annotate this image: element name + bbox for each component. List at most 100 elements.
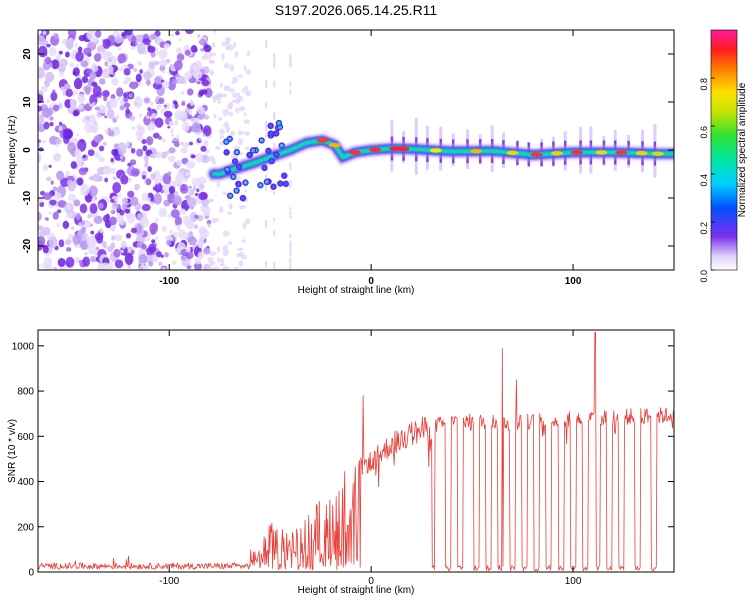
spectrogram-noise-blob <box>74 256 80 263</box>
spectrogram-noise-blob <box>40 86 48 93</box>
spectrogram-noise-blob <box>121 197 129 204</box>
spectrogram-noise-blob <box>222 244 229 252</box>
spectrogram-blob-core <box>268 124 273 128</box>
spectrogram-streak <box>265 80 268 89</box>
spectrogram-noise-blob <box>107 129 115 137</box>
spectrogram-noise-blob <box>111 77 119 86</box>
spectrogram-noise-blob <box>209 251 217 257</box>
spectrogram-noise-blob <box>38 105 43 112</box>
spectrogram-noise-blob <box>133 96 143 109</box>
spectrogram-noise-blob <box>176 159 183 166</box>
spectrogram-noise-blob <box>97 105 107 114</box>
spectrogram-noise-blob <box>211 41 216 49</box>
spectrogram-noise-blob <box>141 192 149 202</box>
spectrogram-xtick-label: 100 <box>565 276 582 287</box>
spectrogram-noise-blob <box>90 122 99 134</box>
spectrogram-blob-core <box>247 153 252 157</box>
spectrogram-streak <box>289 233 292 238</box>
spectrogram-noise-blob <box>49 116 54 121</box>
spectrogram-noise-blob <box>130 250 135 255</box>
spectrogram-noise-blob <box>65 88 73 98</box>
spectrogram-noise-blob <box>43 121 50 130</box>
spectrogram-noise-blob <box>67 193 76 202</box>
spectrogram-noise-blob <box>144 163 149 168</box>
spectrogram-noise-blob <box>81 76 89 84</box>
spectrogram-noise-blob <box>201 55 207 61</box>
spectrogram-noise-blob <box>56 209 62 214</box>
spectrogram-noise-blob <box>38 67 45 79</box>
spectrogram-noise-blob <box>142 175 146 180</box>
spectrogram-noise-blob <box>110 157 115 163</box>
spectrogram-noise-blob <box>147 107 152 112</box>
colorbar-gradient <box>710 29 738 271</box>
spectrogram-noise-blob <box>201 79 210 87</box>
spectrogram-noise-blob <box>56 222 61 227</box>
spectrogram-noise-blob <box>93 53 102 62</box>
spectrogram-noise-blob <box>138 113 143 118</box>
spectrogram-noise-blob <box>170 33 174 37</box>
spectrogram-noise-blob <box>154 236 159 241</box>
spectrogram-noise-blob <box>116 87 124 98</box>
spectrogram-blob-core <box>243 180 248 185</box>
spectrogram-noise-blob <box>128 142 133 147</box>
spectrogram-noise-blob <box>241 239 246 244</box>
spectrogram-streak <box>273 53 276 59</box>
spectrogram-noise-blob <box>174 216 183 226</box>
spectrogram-noise-blob <box>81 220 85 226</box>
spectrogram-noise-blob <box>227 44 234 51</box>
spectrogram-noise-blob <box>82 154 87 159</box>
spectrogram-noise-blob <box>38 212 42 221</box>
spectrogram-noise-blob <box>226 41 230 46</box>
snr-ytick-label: 200 <box>17 522 34 533</box>
spectrogram-noise-blob <box>168 147 176 154</box>
spectrogram-noise-blob <box>180 90 185 96</box>
spectrogram-noise-blob <box>213 113 217 119</box>
spectrogram-noise-blob <box>38 94 44 104</box>
spectrogram-noise-blob <box>145 178 152 186</box>
spectrogram-noise-blob <box>208 59 216 65</box>
colorbar: 0.0 0.2 0.4 0.6 0.8 Normalized spectral ampl… <box>699 29 748 283</box>
spectrogram-noise-blob <box>153 60 160 66</box>
spectrogram-noise-blob <box>98 157 105 163</box>
spectrogram-noise-blob <box>58 239 65 248</box>
spectrogram-noise-blob <box>181 121 190 132</box>
spectrogram-blob-core <box>284 182 288 186</box>
spectrogram-noise-blob <box>143 155 149 162</box>
snr-ytick-label: 1000 <box>12 341 35 352</box>
spectrogram-blob-core <box>251 148 255 153</box>
spectrogram-noise-blob <box>196 188 200 193</box>
spectrogram-noise-blob <box>200 187 204 192</box>
spectrogram-noise-blob <box>167 155 176 163</box>
spectrogram-noise-blob <box>219 82 224 88</box>
spectrogram-noise-blob <box>228 111 234 117</box>
spectrogram-blob-core <box>258 183 263 188</box>
spectrogram-hotspot <box>369 147 382 152</box>
spectrogram-noise-blob <box>52 186 58 192</box>
spectrogram-noise-blob <box>176 47 183 54</box>
spectrogram-noise-blob <box>216 100 222 104</box>
spectrogram-noise-blob <box>65 170 70 176</box>
spectrogram-noise-blob <box>245 69 252 75</box>
spectrogram-streak <box>289 248 292 256</box>
spectrogram-noise-blob <box>192 70 203 80</box>
spectrogram-noise-blob <box>232 92 238 98</box>
spectrogram-noise-blob <box>53 266 58 270</box>
spectrogram-noise-blob <box>218 128 226 135</box>
spectrogram-noise-blob <box>190 63 198 71</box>
spectrogram-noise-blob <box>42 192 52 201</box>
spectrogram-noise-blob <box>52 211 59 220</box>
spectrogram-noise-blob <box>65 212 73 219</box>
spectrogram-noise-blob <box>65 238 72 246</box>
spectrogram-blob-core <box>231 175 236 179</box>
spectrogram-noise-blob <box>119 218 126 226</box>
spectrogram-noise-blob <box>38 197 44 203</box>
spectrogram-noise-blob <box>130 45 135 51</box>
spectrogram-noise-blob <box>56 170 65 181</box>
spectrogram-noise-blob <box>172 100 178 105</box>
spectrogram-noise-blob <box>38 147 44 152</box>
spectrogram-noise-blob <box>144 97 150 104</box>
spectrogram-noise-blob <box>184 107 190 114</box>
spectrogram-noise-blob <box>148 261 154 267</box>
snr-series-line <box>38 331 674 572</box>
